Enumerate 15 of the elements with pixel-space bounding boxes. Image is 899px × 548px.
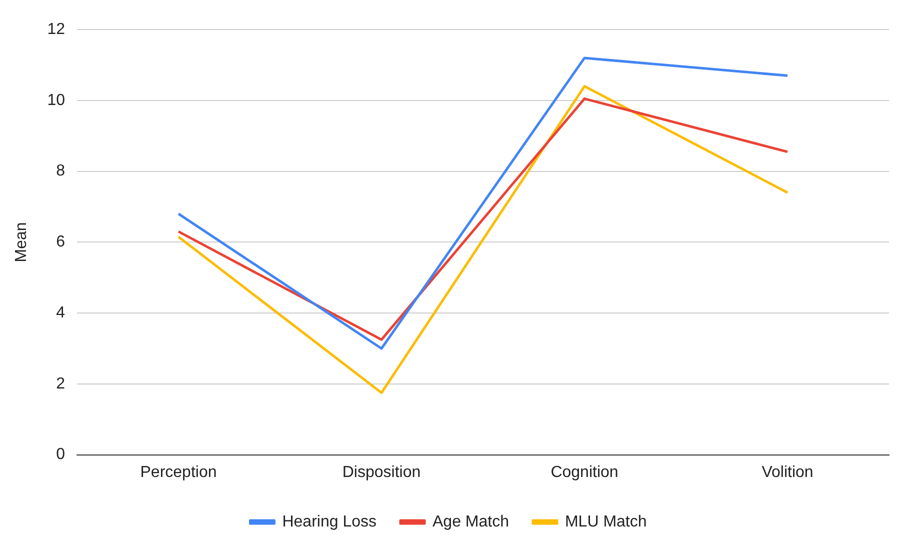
x-tick-label: Cognition xyxy=(550,464,618,481)
x-tick-label: Perception xyxy=(140,464,217,481)
y-tick-label: 10 xyxy=(47,92,66,109)
y-tick-label: 8 xyxy=(56,162,66,180)
legend-label: Hearing Loss xyxy=(282,513,377,530)
y-axis-title: Mean xyxy=(13,222,30,262)
legend-label: Age Match xyxy=(432,513,509,530)
x-tick-label: Disposition xyxy=(342,464,421,481)
y-tick-label: 0 xyxy=(56,446,66,464)
y-tick-label: 2 xyxy=(56,375,66,392)
y-tick-label: 6 xyxy=(56,234,66,251)
x-tick-label: Volition xyxy=(762,464,814,481)
legend-label: MLU Match xyxy=(564,513,647,530)
y-tick-label: 12 xyxy=(47,21,66,38)
y-tick-label: 4 xyxy=(56,304,66,322)
